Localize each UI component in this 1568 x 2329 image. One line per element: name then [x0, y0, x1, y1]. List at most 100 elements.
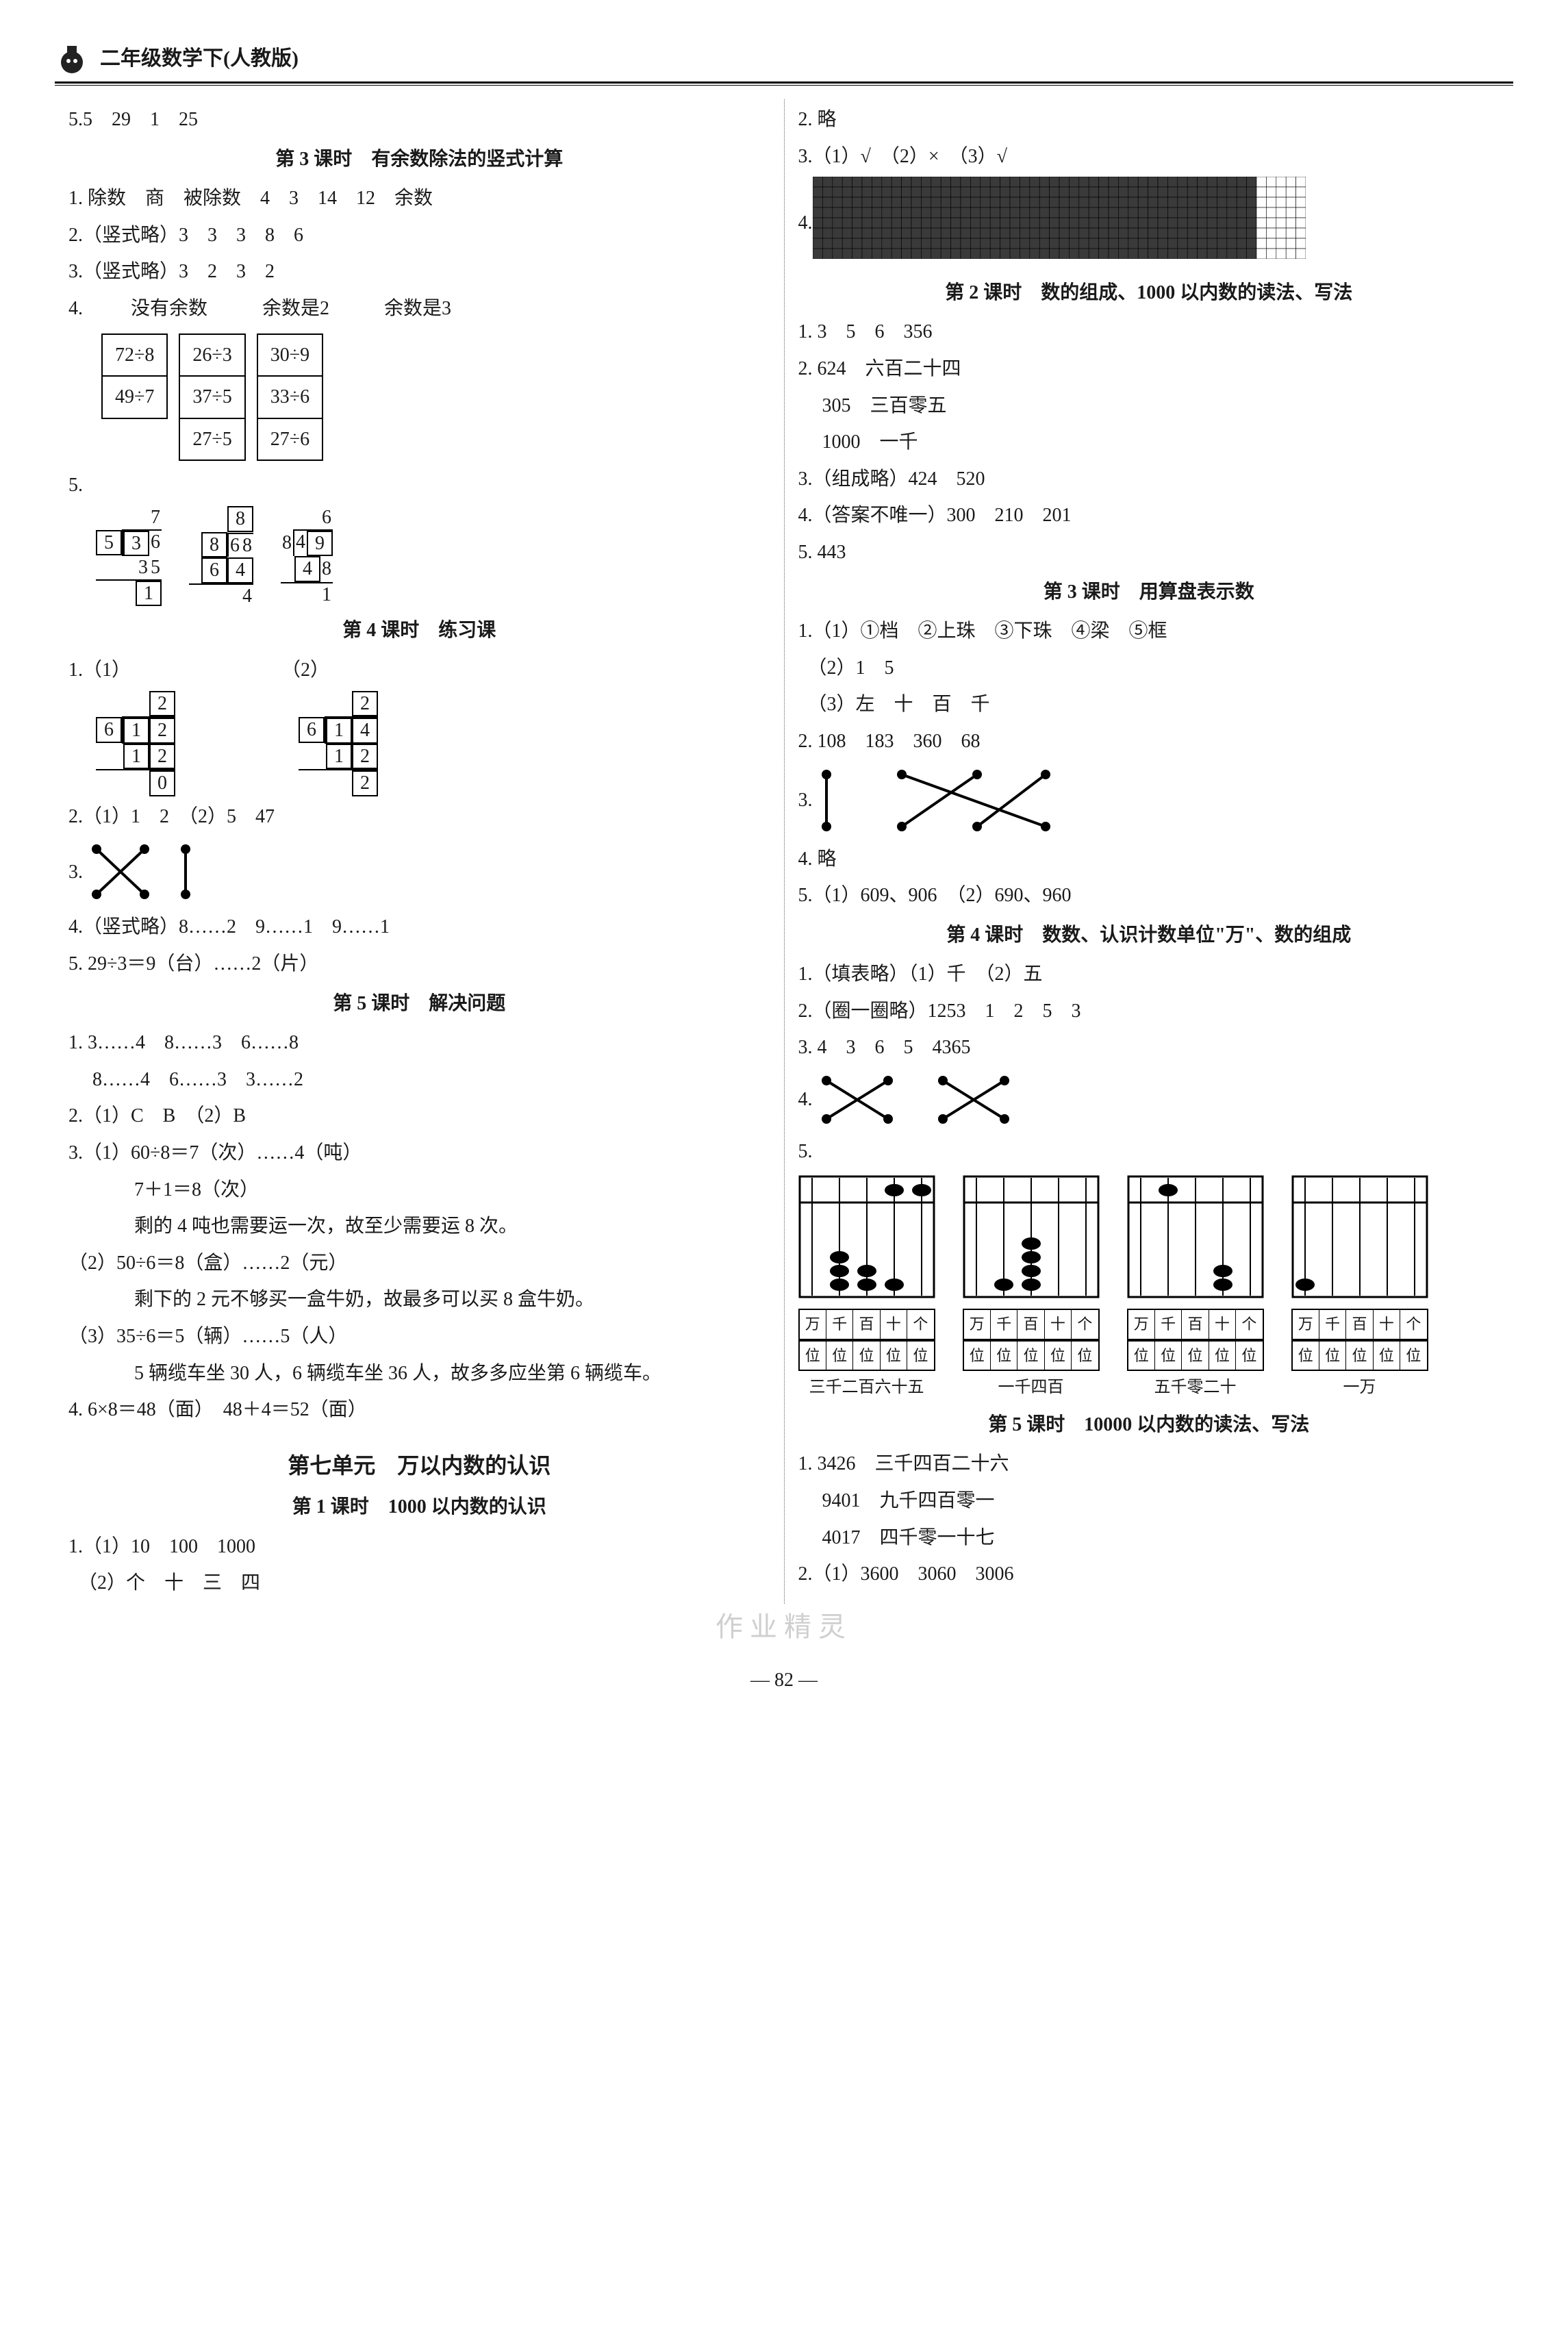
table-cell: 72÷8: [102, 334, 167, 377]
answer-line: 2.（圈一圈略）1253 1 2 5 3: [798, 995, 1500, 1028]
item-label: 1.（1）: [68, 654, 131, 687]
matching-diagram: [813, 1072, 1018, 1127]
answer-line: 2. 624 六百二十四: [798, 353, 1500, 386]
table-cell: 33÷6: [257, 376, 323, 418]
item-label: （2）: [281, 654, 329, 687]
answer-line: 4.（答案不唯一）300 210 201: [798, 499, 1500, 532]
answer-line: 5.: [68, 469, 770, 502]
long-division: 6 849 48 1: [281, 506, 333, 607]
item-number: 4.: [798, 207, 813, 240]
answer-line: 2.（1）1 2 （2）5 47: [68, 801, 770, 833]
abacus: 万千百十个位位位位位三千二百六十五: [798, 1175, 935, 1402]
page-number: — 82 —: [55, 1664, 1513, 1697]
answer-line: 3. 4 3 6 5 4365: [798, 1031, 1500, 1064]
answer-line: 4.: [798, 1068, 1500, 1131]
answer-line: 剩下的 2 元不够买一盒牛奶，故最多可以买 8 盒牛奶。: [68, 1283, 770, 1316]
abacus-group: 万千百十个位位位位位三千二百六十五万千百十个位位位位位一千四百万千百十个位位位位…: [798, 1175, 1500, 1402]
answer-line: 1.（1） （2）: [68, 654, 770, 687]
answer-line: 2.（1）3600 3060 3006: [798, 1558, 1500, 1591]
abacus: 万千百十个位位位位位五千零二十: [1127, 1175, 1264, 1402]
section-title: 第 5 课时 10000 以内数的读法、写法: [798, 1409, 1500, 1442]
col-header: 没有余数: [131, 292, 207, 325]
answer-line: 剩的 4 吨也需要运一次，故至少需要运 8 次。: [68, 1210, 770, 1243]
answer-line: 5.: [798, 1135, 1500, 1168]
answer-line: 1.（1）10 100 1000: [68, 1531, 770, 1563]
unit-title: 第七单元 万以内数的认识: [68, 1447, 770, 1484]
answer-line: 8……4 6……3 3……2: [68, 1063, 770, 1096]
table-cell: 27÷5: [179, 418, 244, 461]
answer-line: 1. 除数 商 被除数 4 3 14 12 余数: [68, 182, 770, 215]
answer-line: 3.（组成略）424 520: [798, 463, 1500, 496]
answer-line: 3.: [68, 837, 770, 907]
answer-line: 2. 108 183 360 68: [798, 725, 1500, 758]
answer-line: 3.（1）√ （2）× （3）√: [798, 140, 1500, 173]
right-column: 2. 略 3.（1）√ （2）× （3）√ 4. 第 2 课时 数的组成、100…: [785, 99, 1514, 1604]
abacus: 万千百十个位位位位位一千四百: [963, 1175, 1100, 1402]
section-title: 第 3 课时 用算盘表示数: [798, 576, 1500, 609]
answer-line: 4017 四千零一十七: [798, 1522, 1500, 1554]
answer-line: 2.（竖式略）3 3 3 8 6: [68, 219, 770, 252]
section-title: 第 5 课时 解决问题: [68, 987, 770, 1020]
item-number: 3.: [798, 784, 813, 817]
long-division-group: 7 536 35 1 8 868 64 4 6 849 48 1: [68, 506, 770, 607]
answer-line: （3）35÷6＝5（辆）……5（人）: [68, 1320, 770, 1353]
answer-line: 2. 略: [798, 103, 1500, 136]
answer-line: 1.（1）①档 ②上珠 ③下珠 ④梁 ⑤框: [798, 615, 1500, 648]
answer-line: 305 三百零五: [798, 390, 1500, 423]
page-title: 二年级数学下(人教版): [100, 41, 299, 76]
answer-line: 4.（竖式略）8……2 9……1 9……1: [68, 911, 770, 944]
answer-line: 4. 6×8＝48（面） 48＋4＝52（面）: [68, 1394, 770, 1426]
answer-line: 3.（1）60÷8＝7（次）……4（吨）: [68, 1137, 770, 1170]
watermark: 作业精灵: [55, 1604, 1513, 1650]
answer-line: 5 辆缆车坐 30 人，6 辆缆车坐 36 人，故多多应坐第 6 辆缆车。: [68, 1357, 770, 1390]
long-division: 2 612 12 0: [96, 691, 175, 796]
section-title: 第 1 课时 1000 以内数的认识: [68, 1491, 770, 1524]
answer-line: 5. 443: [798, 536, 1500, 569]
answer-line: 5.（1）609、906 （2）690、960: [798, 879, 1500, 912]
section-title: 第 2 课时 数的组成、1000 以内数的读法、写法: [798, 277, 1500, 310]
table-cell: 27÷6: [257, 418, 323, 461]
header-rule-thick: [55, 81, 1513, 84]
answer-line: 3.（竖式略）3 2 3 2: [68, 255, 770, 288]
answer-line: 1. 3426 三千四百二十六: [798, 1448, 1500, 1481]
answer-line: 1. 3 5 6 356: [798, 316, 1500, 349]
answer-line: （2）1 5: [798, 652, 1500, 685]
answer-line: 7＋1＝8（次）: [68, 1174, 770, 1207]
answer-line: （2）个 十 三 四: [68, 1567, 770, 1600]
item-number: 4.: [68, 292, 83, 325]
logo-icon: [55, 42, 89, 76]
answer-line: 3.: [798, 762, 1500, 839]
long-division: 7 536 35 1: [96, 506, 162, 607]
answer-line: （3）左 十 百 千: [798, 688, 1500, 721]
section-title: 第 3 课时 有余数除法的竖式计算: [68, 143, 770, 176]
answer-line: （2）50÷6＝8（盒）……2（元）: [68, 1247, 770, 1280]
table-cell: 26÷3: [179, 334, 244, 377]
answer-line: 1.（填表略）（1）千 （2）五: [798, 958, 1500, 991]
item-number: 4.: [798, 1083, 813, 1116]
item-number: 5.: [798, 1135, 813, 1168]
matching-diagram: [83, 841, 233, 903]
item-number: 5.: [68, 469, 83, 502]
long-division-group: 2 612 12 0 2 614 12 2: [68, 691, 770, 796]
header-rule-thin: [55, 85, 1513, 86]
answer-line: 4.: [798, 177, 1500, 270]
table-cell: 30÷9: [257, 334, 323, 377]
answer-line: 4. 没有余数 余数是2 余数是3: [68, 292, 770, 325]
long-division: 8 868 64 4: [189, 506, 253, 607]
item-number: 3.: [68, 856, 83, 889]
col-header: 余数是2: [262, 292, 329, 325]
matching-diagram: [813, 766, 1059, 835]
answer-line: 4. 略: [798, 843, 1500, 876]
answer-line: 2.（1）C B （2）B: [68, 1100, 770, 1133]
answer-line: 5. 29÷3＝9（台）……2（片）: [68, 948, 770, 981]
answer-line: 9401 九千四百零一: [798, 1485, 1500, 1518]
table-cell: 37÷5: [179, 376, 244, 418]
section-title: 第 4 课时 练习课: [68, 614, 770, 647]
long-division: 2 614 12 2: [299, 691, 378, 796]
answer-line: 1. 3……4 8……3 6……8: [68, 1027, 770, 1059]
answer-line: 5.5 29 1 25: [68, 103, 770, 136]
answer-line: 1000 一千: [798, 426, 1500, 459]
section-title: 第 4 课时 数数、认识计数单位"万"、数的组成: [798, 919, 1500, 952]
col-header: 余数是3: [384, 292, 451, 325]
filled-grid: [813, 177, 1306, 270]
